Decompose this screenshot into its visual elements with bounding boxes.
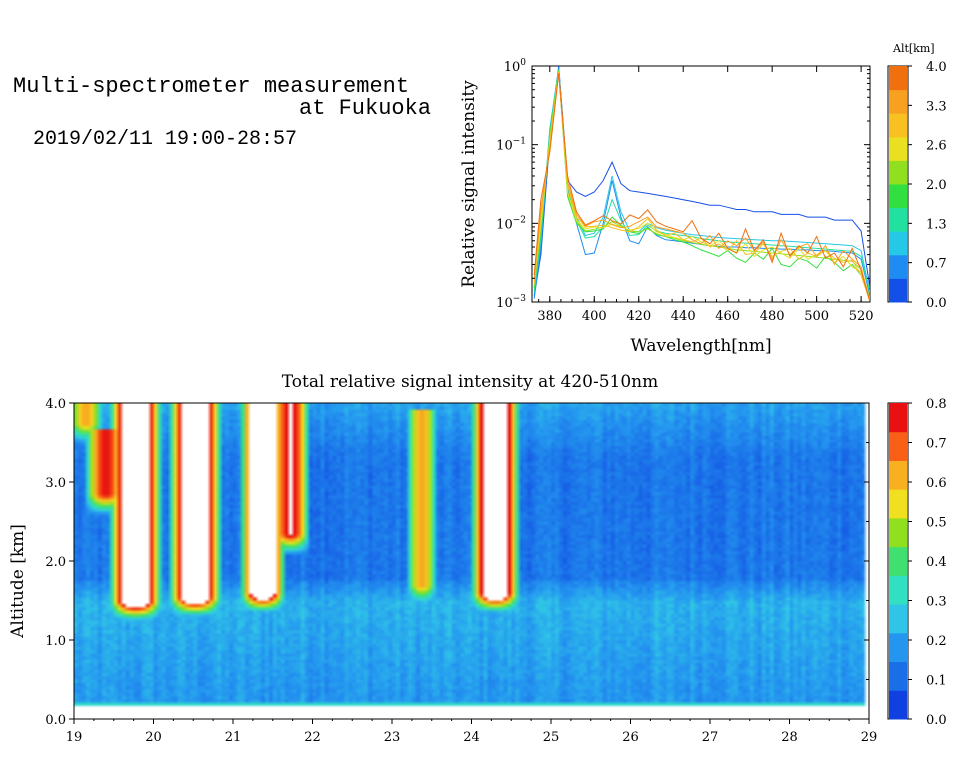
heatmap-x-tick-label: 27 xyxy=(702,730,719,745)
heatmap-title: Total relative signal intensity at 420-5… xyxy=(282,372,658,392)
chart-title-line1: Multi-spectrometer measurement xyxy=(13,74,410,99)
spectrum-x-tick-label: 380 xyxy=(537,309,562,324)
heatmap-y-tick-label: 0.0 xyxy=(45,713,66,728)
intensity-colorbar-segment xyxy=(889,431,907,461)
spectrum-series-line xyxy=(533,71,870,299)
intensity-colorbar-tick-label: 0.6 xyxy=(926,476,947,491)
spectrum-series-line xyxy=(533,72,870,302)
altitude-colorbar-segment xyxy=(889,160,907,185)
heatmap-x-tick-label: 25 xyxy=(543,730,560,745)
spectrum-x-tick-label: 500 xyxy=(804,309,829,324)
altitude-colorbar-tick-label: 1.3 xyxy=(926,217,947,232)
chart-title-line2: at Fukuoka xyxy=(299,96,432,121)
intensity-colorbar-segment xyxy=(889,661,907,691)
altitude-colorbar-segment xyxy=(889,136,907,161)
heatmap-x-tick-label: 23 xyxy=(384,730,401,745)
spectrum-x-tick-label: 420 xyxy=(626,309,651,324)
date-range: 2019/02/11 19:00-28:57 xyxy=(33,128,298,151)
altitude-colorbar-segment xyxy=(889,231,907,256)
spectrum-x-tick-label: 400 xyxy=(582,309,607,324)
altitude-colorbar-tick-label: 2.6 xyxy=(926,139,947,154)
intensity-colorbar-segment xyxy=(889,575,907,605)
heatmap-x-tick-label: 19 xyxy=(66,730,83,745)
spectrum-plot-frame xyxy=(531,65,871,303)
intensity-colorbar-tick-label: 0.8 xyxy=(926,397,947,412)
altitude-colorbar-segment xyxy=(889,207,907,232)
heatmap-x-tick-label: 22 xyxy=(304,730,321,745)
intensity-colorbar-segment xyxy=(889,546,907,576)
spectrum-x-tick-label: 460 xyxy=(715,309,740,324)
intensity-colorbar-segment xyxy=(889,690,907,720)
spectrum-series-line xyxy=(533,71,870,302)
heatmap-x-tick-label: 21 xyxy=(225,730,242,745)
spectrum-x-tick-label: 440 xyxy=(671,309,696,324)
spectrum-chart: 380 400 420 440 460 480 500 52010−310−210−1100 … xyxy=(459,42,947,356)
altitude-colorbar-tick-label: 0.0 xyxy=(926,296,947,311)
intensity-colorbar-tick-label: 0.0 xyxy=(926,713,947,728)
altitude-colorbar-tick-label: 3.3 xyxy=(926,99,947,114)
intensity-colorbar-segment xyxy=(889,604,907,634)
altitude-colorbar-segment xyxy=(889,278,907,303)
heatmap-x-tick-label: 26 xyxy=(622,730,639,745)
heatmap-x-tick-label: 29 xyxy=(861,730,878,745)
intensity-colorbar-tick-label: 0.3 xyxy=(926,595,947,610)
spectrum-y-axis-label: Relative signal intensity xyxy=(459,80,479,288)
spectrum-x-axis-label: Wavelength[nm] xyxy=(630,336,771,356)
spectrum-x-tick-label: 480 xyxy=(760,309,785,324)
intensity-colorbar-tick-label: 0.5 xyxy=(926,516,947,531)
spectrum-x-tick-label: 520 xyxy=(849,309,874,324)
altitude-colorbar-segment xyxy=(889,113,907,138)
altitude-colorbar-segment xyxy=(889,66,907,91)
intensity-colorbar-segment xyxy=(889,403,907,433)
altitude-colorbar-tick-label: 0.7 xyxy=(926,257,947,272)
heatmap-y-tick-label: 2.0 xyxy=(45,555,66,570)
heatmap-image xyxy=(74,403,869,719)
intensity-colorbar-tick-label: 0.4 xyxy=(926,555,947,570)
heatmap-x-tick-label: 20 xyxy=(145,730,162,745)
altitude-colorbar-tick-label: 2.0 xyxy=(926,178,947,193)
intensity-colorbar-segment xyxy=(889,632,907,663)
heatmap-y-axis-label: Altitude [km] xyxy=(8,524,28,639)
altitude-colorbar-segment xyxy=(889,89,907,114)
intensity-colorbar-segment xyxy=(889,489,907,519)
altitude-colorbar-segment xyxy=(889,184,907,209)
intensity-colorbar-segment xyxy=(889,517,907,548)
intensity-colorbar-tick-label: 0.7 xyxy=(926,437,947,452)
spectrum-series-line xyxy=(533,70,870,299)
altitude-colorbar-segment xyxy=(889,254,907,279)
intensity-colorbar-tick-label: 0.2 xyxy=(926,634,947,649)
spectrum-series-line xyxy=(533,66,870,296)
heatmap-x-tick-label: 28 xyxy=(781,730,798,745)
altitude-colorbar-label: Alt[km] xyxy=(892,42,935,55)
altitude-colorbar-tick-label: 4.0 xyxy=(926,60,947,75)
heatmap-y-tick-label: 3.0 xyxy=(45,476,66,491)
spectrum-series-line xyxy=(533,73,870,302)
heatmap-y-tick-label: 4.0 xyxy=(45,397,66,412)
intensity-colorbar-tick-label: 0.1 xyxy=(926,674,947,689)
heatmap-y-tick-label: 1.0 xyxy=(45,634,66,649)
heatmap-x-tick-label: 24 xyxy=(463,730,480,745)
intensity-colorbar-segment xyxy=(889,460,907,490)
